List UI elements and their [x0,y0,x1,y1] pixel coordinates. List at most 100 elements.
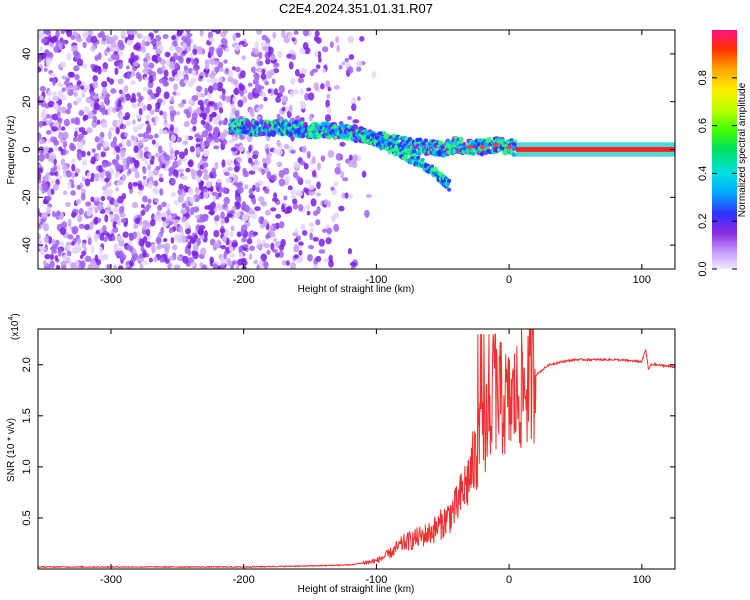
noise-mark [352,119,360,124]
noise-mark [206,78,212,83]
noise-mark [181,190,186,197]
noise-mark [235,156,242,162]
noise-mark [38,238,43,246]
noise-mark [80,91,86,99]
noise-mark [240,70,246,79]
noise-mark [287,34,293,39]
noise-mark [75,198,82,205]
noise-mark [148,75,154,84]
noise-mark [90,156,96,165]
noise-mark [312,236,319,242]
tone-line [515,147,675,152]
noise-mark [114,67,119,75]
noise-mark [187,81,194,88]
noise-mark [168,77,175,82]
noise-mark [333,223,340,232]
noise-mark [204,73,209,78]
noise-mark [43,236,49,244]
noise-mark [137,133,144,138]
noise-mark [183,65,189,71]
noise-mark [209,58,216,65]
noise-mark [325,99,331,108]
noise-mark [254,158,258,165]
noise-mark [149,109,155,116]
noise-mark [219,132,226,141]
noise-mark [127,181,133,190]
noise-mark [78,208,84,216]
noise-mark [240,257,247,263]
noise-mark [221,119,228,126]
colorbar: 0.0 0.2 0.4 0.6 0.8 Normalized spectral ampl… [697,30,748,277]
signal-mark [365,131,370,136]
noise-mark [342,177,349,182]
noise-mark [203,173,210,181]
noise-mark [326,106,332,114]
noise-mark [138,183,143,190]
noise-mark [66,30,73,38]
noise-mark [172,169,179,177]
noise-mark [220,264,225,269]
spectrogram-x-label: Height of straight line (km) [298,284,415,295]
noise-mark [271,248,278,253]
noise-mark [107,57,114,62]
noise-mark [142,195,148,203]
noise-mark [217,76,223,83]
noise-mark [75,234,80,239]
noise-mark [251,154,259,159]
noise-mark [176,256,182,261]
noise-mark [74,32,80,38]
signal-mark [242,125,247,131]
noise-mark [190,196,195,205]
noise-mark [154,152,161,158]
noise-mark [270,207,277,212]
noise-mark [312,264,319,269]
noise-mark [231,205,237,212]
noise-mark [162,33,169,39]
noise-mark [82,30,89,39]
noise-mark [190,168,196,177]
signal-mark [255,121,260,126]
snr-series-line [38,329,675,569]
noise-mark [107,130,112,140]
noise-mark [151,139,156,145]
noise-mark [183,121,190,128]
noise-mark [327,150,335,158]
noise-mark [150,39,157,45]
noise-mark [65,77,71,82]
noise-mark [265,234,270,240]
noise-mark [141,180,147,186]
signal-mark [430,167,435,172]
colorbar-tick-label: 0.8 [697,70,709,85]
noise-mark [112,207,119,213]
noise-mark [96,119,101,125]
noise-mark [291,37,296,42]
noise-mark [54,171,59,177]
noise-mark [93,216,99,225]
colorbar-tick-label: 0.4 [697,166,709,181]
noise-mark [142,220,149,228]
noise-mark [181,216,187,223]
noise-mark [241,265,247,269]
noise-mark [273,237,277,243]
noise-mark [160,226,165,234]
noise-mark [96,143,102,151]
colorbar-gradient [712,30,737,269]
noise-mark [99,246,103,255]
noise-mark [49,246,56,251]
noise-mark [264,156,272,165]
noise-mark [203,191,209,199]
noise-mark [141,45,146,54]
noise-mark [267,229,274,234]
noise-mark [164,154,171,161]
signal-mark [261,131,267,136]
noise-mark [293,254,300,259]
noise-mark [53,102,59,111]
noise-mark [231,241,239,248]
noise-mark [217,86,224,92]
noise-mark [306,87,312,92]
noise-mark [71,247,79,255]
noise-mark [184,134,189,141]
noise-mark [111,46,119,52]
noise-mark [51,210,56,218]
